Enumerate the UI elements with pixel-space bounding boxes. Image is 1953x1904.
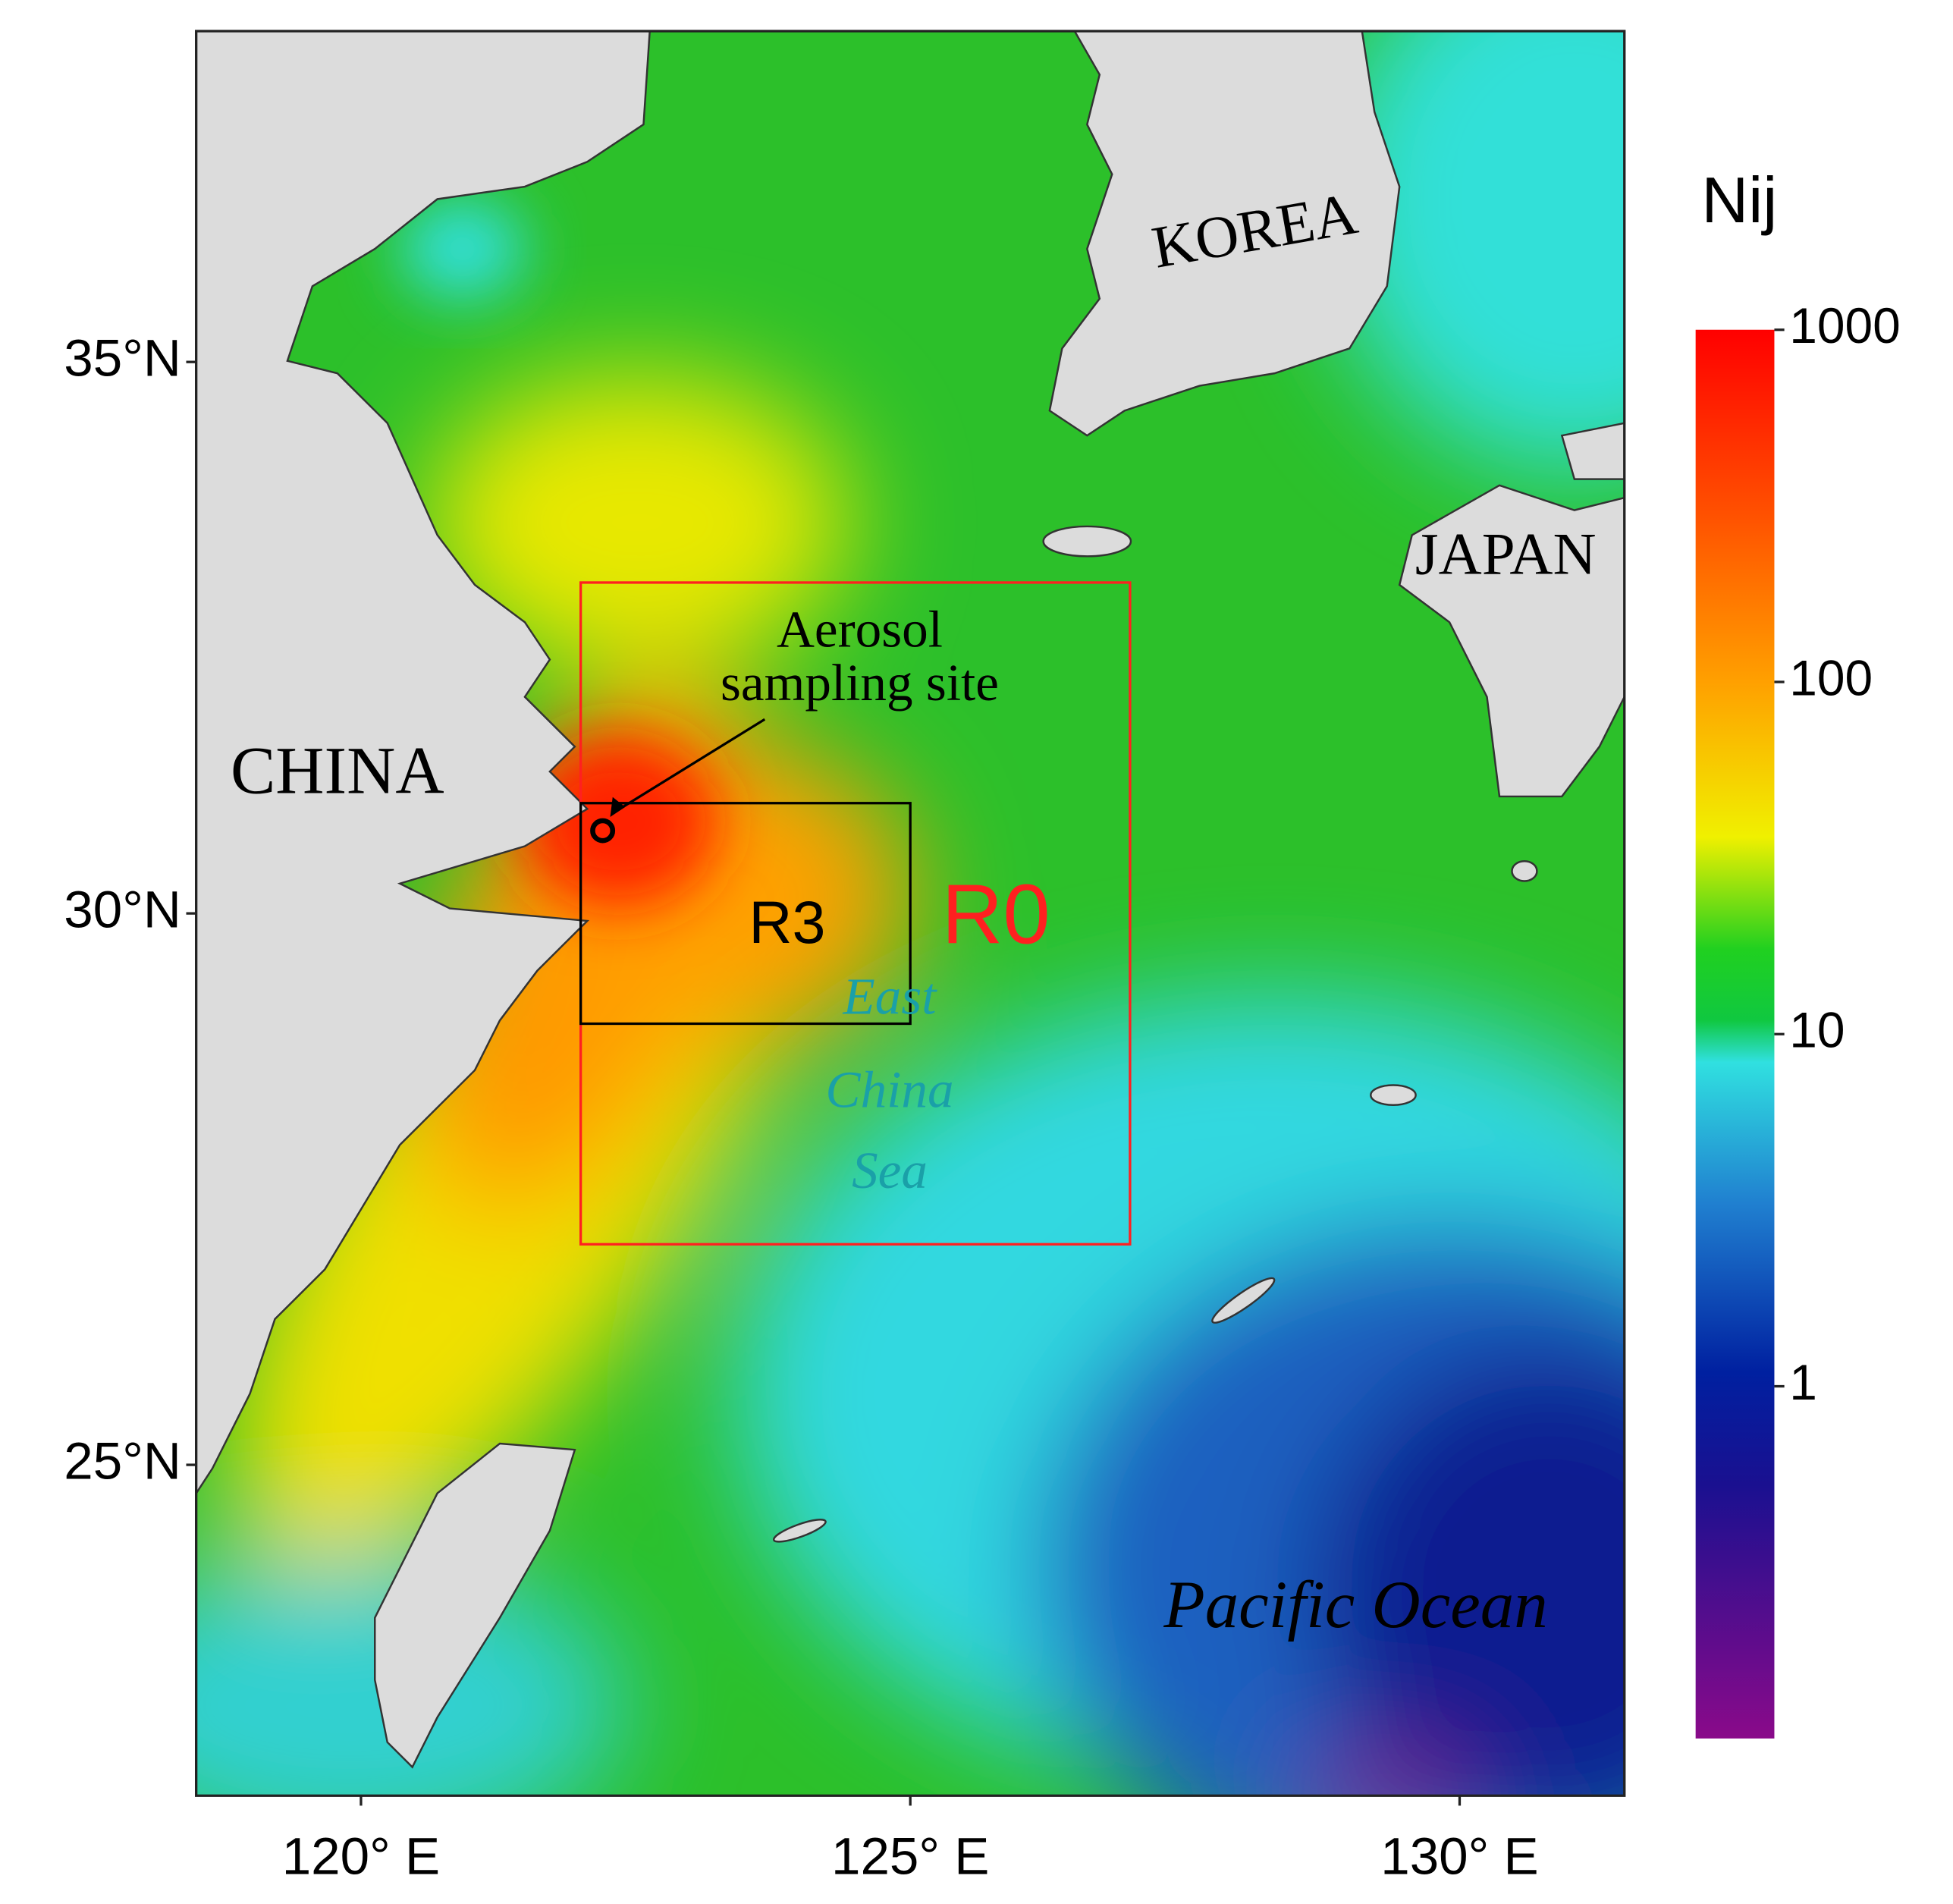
heatmap [196, 31, 1625, 1796]
site-arrowhead [610, 796, 626, 818]
y-tick-label: 30°N [64, 879, 181, 938]
place-label: JAPAN [1415, 521, 1597, 587]
island [1211, 1277, 1276, 1324]
x-tick-label: 120° E [282, 1827, 440, 1886]
japan-land [1398, 484, 1625, 798]
site-label: Aerosol [777, 600, 943, 658]
land [196, 31, 1625, 1769]
colorbar-tick-label: 100 [1789, 649, 1873, 705]
colorbar [1695, 329, 1775, 1739]
island [1511, 859, 1538, 882]
region-label: R0 [941, 867, 1050, 962]
colorbar-title: Nij [1701, 165, 1777, 237]
y-tick-label: 35°N [64, 328, 181, 388]
japan-land [1560, 422, 1625, 480]
sea-label: China [825, 1060, 953, 1119]
sea-label: East [843, 967, 938, 1026]
colorbar-tick-label: 10 [1789, 1002, 1845, 1058]
x-tick-label: 130° E [1380, 1827, 1538, 1886]
x-tick-label: 125° E [831, 1827, 989, 1886]
map-figure: 120° E 125° E 130° E 35°N 30°N 25°N R0 R3 Aeroso… [64, 30, 1901, 1886]
korea-land [1048, 31, 1401, 437]
place-label: Pacific Ocean [1163, 1568, 1547, 1642]
sea-label: Sea [852, 1141, 928, 1199]
china-land [196, 31, 651, 1495]
place-label: CHINA [231, 734, 444, 809]
colorbar-tick-label: 1000 [1789, 297, 1901, 353]
jeju-island [1042, 525, 1132, 558]
region-label: R3 [749, 889, 825, 956]
site-arrow [611, 718, 766, 815]
y-tick-label: 25°N [64, 1431, 181, 1490]
site-label: sampling site [721, 653, 999, 712]
map-area [196, 31, 1625, 1796]
heatmap-cyan [400, 199, 525, 299]
region-box [579, 802, 912, 1026]
island [1370, 1084, 1417, 1106]
colorbar-tick-label: 1 [1789, 1354, 1817, 1410]
taiwan-land [374, 1442, 576, 1769]
sampling-site [590, 818, 616, 844]
island [772, 1519, 827, 1543]
